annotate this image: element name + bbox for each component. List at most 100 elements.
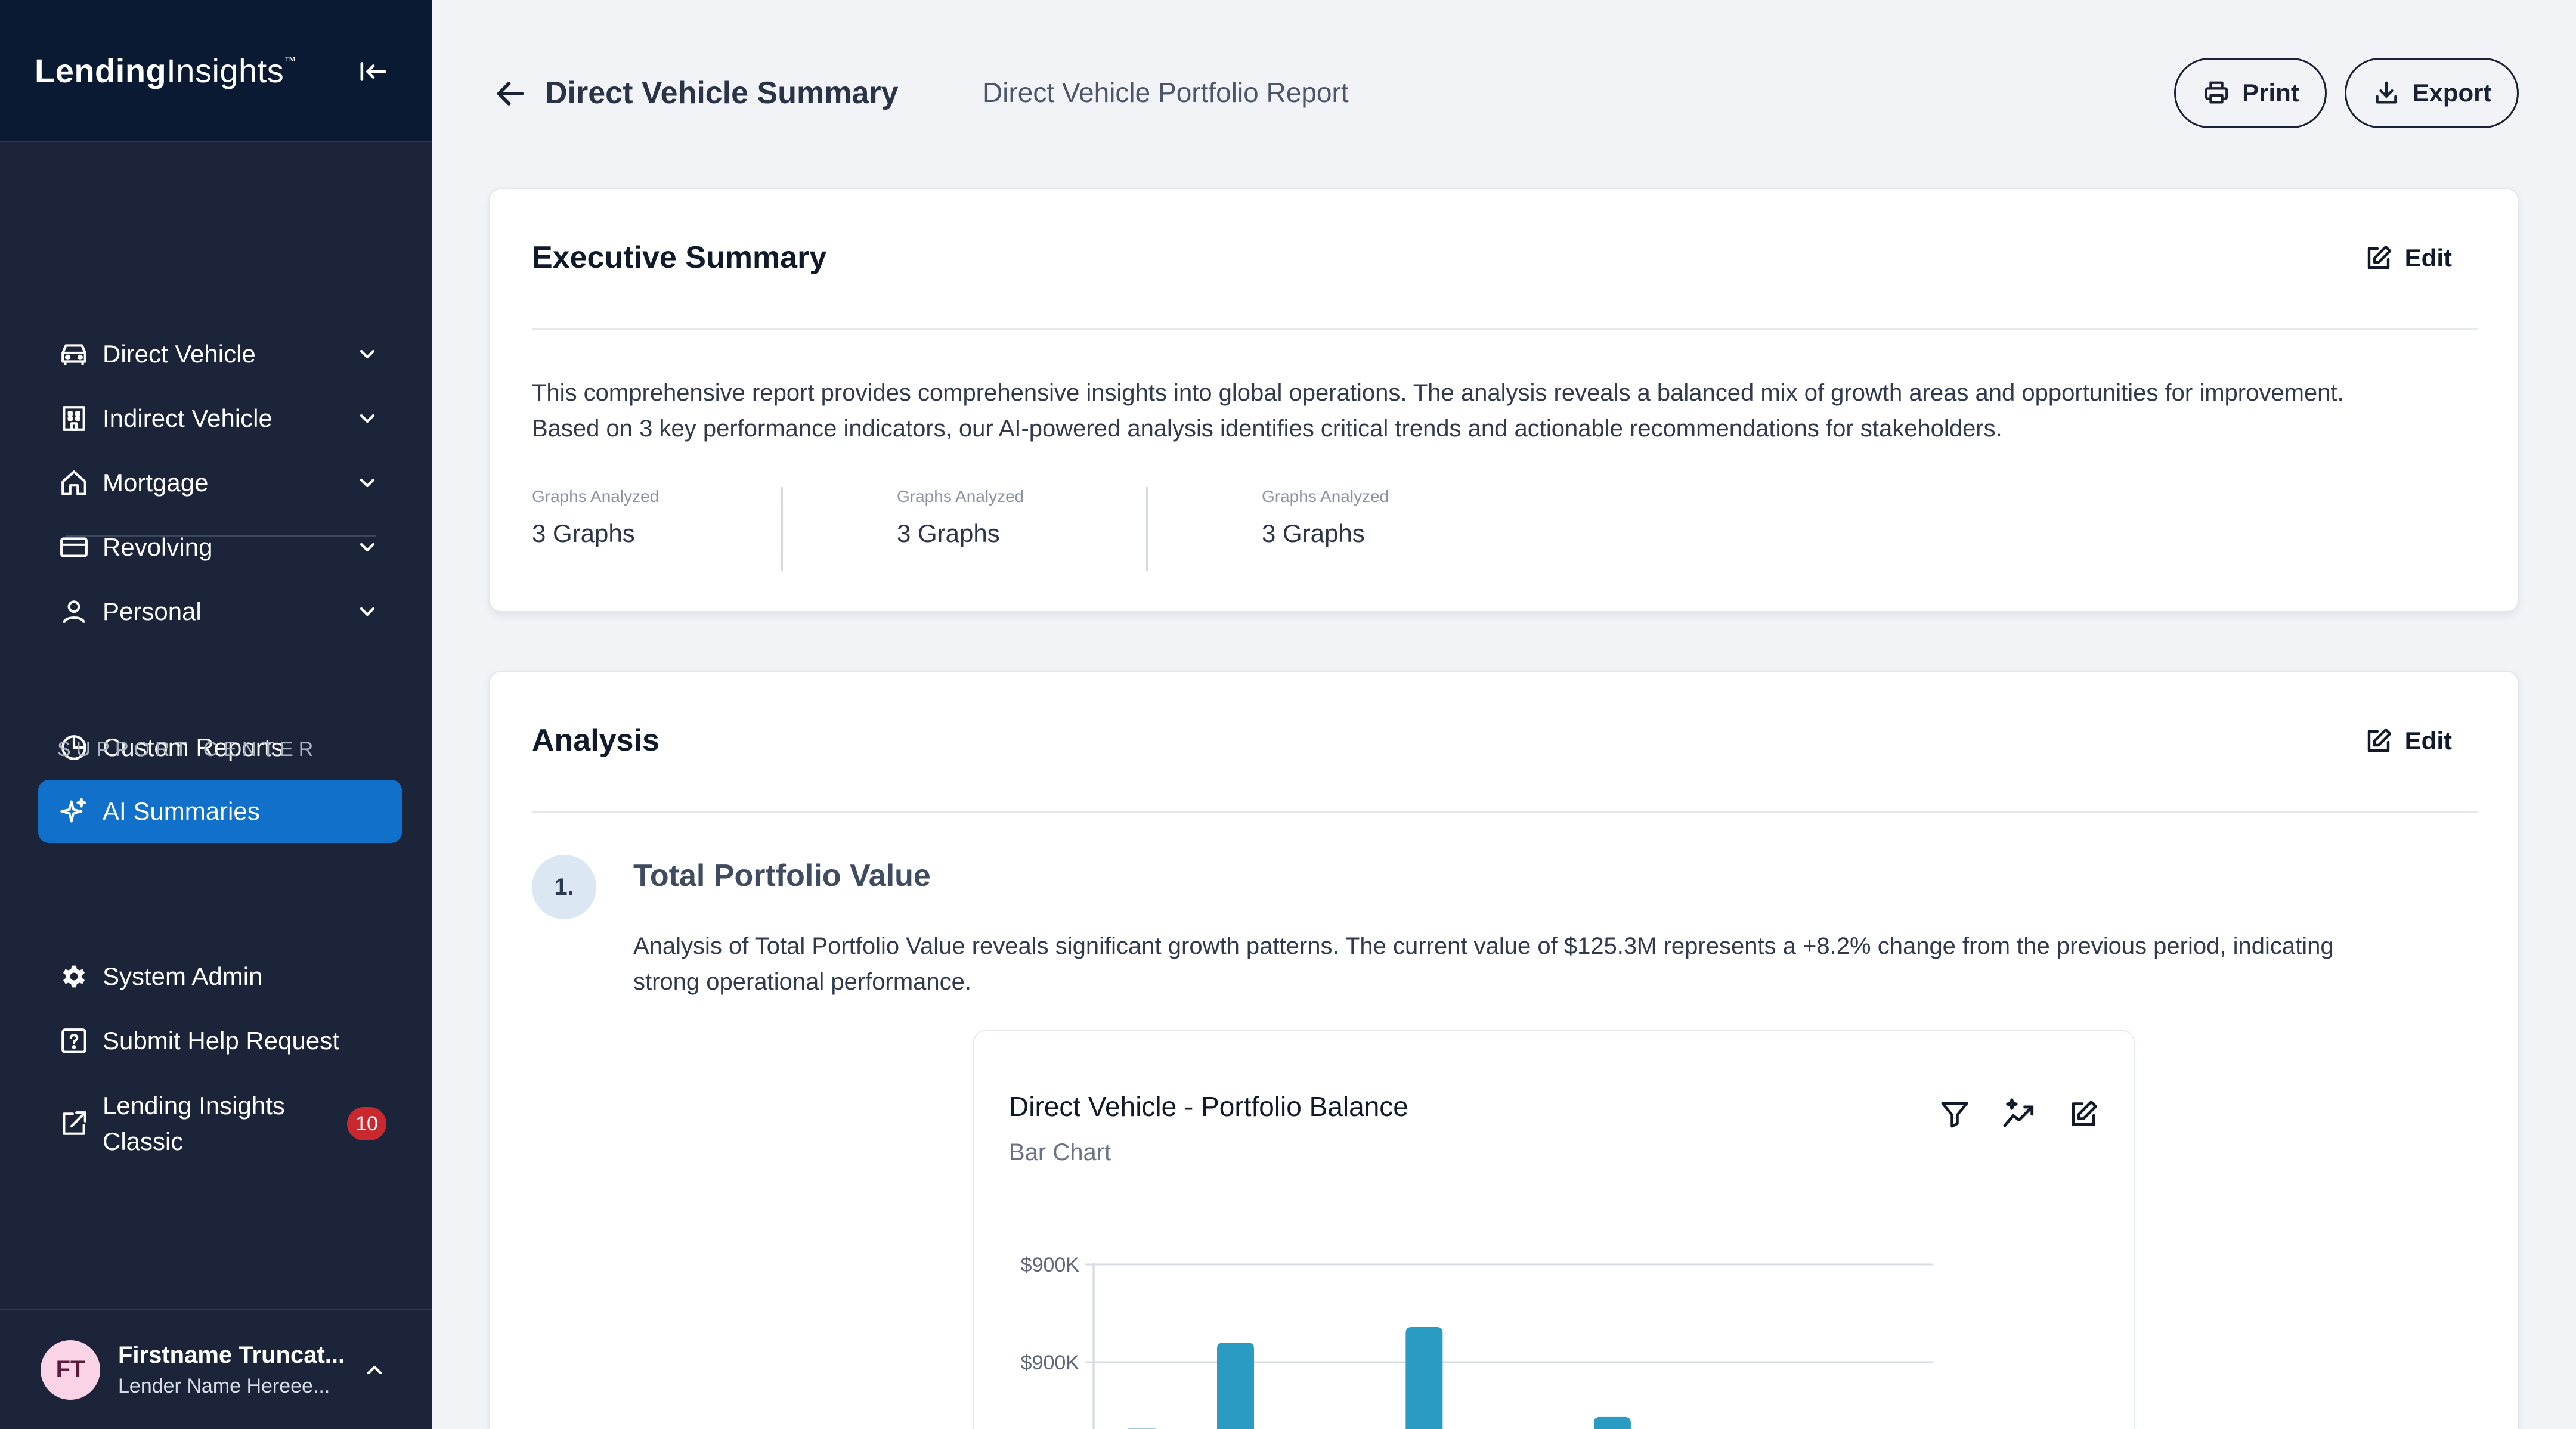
- help-icon: [57, 1024, 91, 1058]
- bar[interactable]: [1405, 1326, 1443, 1429]
- sidebar-item-label: Submit Help Request: [103, 1027, 339, 1055]
- home-icon: [57, 466, 91, 500]
- sidebar-item-label: System Admin: [103, 962, 263, 990]
- sidebar-item-label: Revolving: [103, 533, 213, 561]
- sidebar-item-custom-reports[interactable]: Custom Reports: [38, 716, 402, 779]
- sidebar-item-mortgage[interactable]: Mortgage: [38, 451, 402, 514]
- stat-label: Graphs Analyzed: [897, 487, 1024, 506]
- chevron-down-icon: [352, 596, 383, 627]
- edit-icon: [2363, 243, 2394, 274]
- print-button[interactable]: Print: [2174, 58, 2327, 128]
- stat-value: 3 Graphs: [897, 519, 1000, 547]
- summary-text-line1: This comprehensive report provides compr…: [532, 380, 2344, 406]
- chevron-down-icon: [352, 532, 383, 563]
- sidebar-item-label: Lending Insights Classic: [103, 1088, 285, 1160]
- external-link-icon: [57, 1107, 91, 1140]
- page-title: Direct Vehicle Summary: [545, 76, 899, 110]
- y-tick-label: $900K: [1021, 1351, 1080, 1374]
- avatar: FT: [41, 1340, 100, 1400]
- brand-name-regular: Insights: [166, 51, 284, 89]
- chart-title: Direct Vehicle - Portfolio Balance: [1009, 1091, 1408, 1122]
- edit-summary-button[interactable]: Edit: [2363, 237, 2452, 280]
- sidebar-item-label-line2: Classic: [103, 1127, 184, 1155]
- sidebar-item-lending-insights-classic[interactable]: Lending Insights Classic 10: [38, 1087, 402, 1161]
- section-text-line1: Analysis of Total Portfolio Value reveal…: [633, 933, 2334, 959]
- sidebar-item-label: Custom Reports: [103, 733, 284, 761]
- collapse-left-icon: [360, 62, 386, 81]
- building-icon: [57, 402, 91, 435]
- print-label: Print: [2242, 79, 2299, 107]
- sidebar-item-label: Direct Vehicle: [103, 340, 256, 368]
- export-label: Export: [2412, 79, 2492, 107]
- section-text: Analysis of Total Portfolio Value reveal…: [633, 928, 2482, 1000]
- arrow-left-icon: [497, 82, 524, 106]
- y-tick-label: $900K: [1021, 1254, 1080, 1276]
- sidebar: LendingInsights™ Direct Vehicle Indirect…: [0, 0, 432, 1429]
- section-number: 1.: [532, 855, 596, 919]
- sidebar-divider: [66, 535, 376, 537]
- section-heading: Total Portfolio Value: [633, 858, 931, 893]
- sidebar-item-label: AI Summaries: [103, 797, 260, 825]
- chart-card: Direct Vehicle - Portfolio Balance Bar C…: [973, 1030, 2135, 1429]
- summary-text: This comprehensive report provides compr…: [532, 375, 2482, 447]
- user-menu-toggle[interactable]: [359, 1354, 390, 1385]
- executive-summary-title: Executive Summary: [532, 240, 827, 275]
- sidebar-item-direct-vehicle[interactable]: Direct Vehicle: [38, 323, 402, 386]
- sidebar-item-label: Mortgage: [103, 469, 209, 497]
- stat-graphs-analyzed: Graphs Analyzed 3 Graphs: [897, 487, 1024, 571]
- user-lender: Lender Name Hereee...: [118, 1374, 330, 1397]
- analysis-card: Analysis Edit 1. Total Portfolio Value A…: [489, 671, 2519, 1429]
- sidebar-item-label: Indirect Vehicle: [103, 404, 273, 432]
- collapse-sidebar-button[interactable]: [357, 57, 390, 86]
- stat-label: Graphs Analyzed: [532, 487, 660, 506]
- sidebar-item-label: Personal: [103, 597, 202, 625]
- bar[interactable]: [1593, 1416, 1631, 1429]
- edit-analysis-button[interactable]: Edit: [2363, 720, 2452, 762]
- filter-icon: [1941, 1102, 1968, 1128]
- back-button[interactable]: [491, 75, 530, 113]
- sidebar-item-label-line1: Lending Insights: [103, 1092, 285, 1120]
- chevron-up-icon: [367, 1365, 382, 1375]
- stat-divider: [1146, 487, 1148, 571]
- stat-divider: [781, 487, 783, 571]
- bar-chart: $900K $900K: [1021, 1254, 1933, 1429]
- brand-trademark: ™: [284, 54, 296, 68]
- support-center-label: SUPPORT CENTER: [57, 738, 319, 761]
- user-text: Firstname Truncat... Lender Name Hereee.…: [118, 1342, 345, 1398]
- sidebar-item-submit-help-request[interactable]: Submit Help Request: [38, 1009, 402, 1072]
- printer-icon: [2202, 78, 2231, 108]
- sidebar-item-revolving[interactable]: Revolving: [38, 516, 402, 579]
- chart-ai-trend-button[interactable]: [2000, 1095, 2038, 1133]
- brand-name-bold: Lending: [35, 51, 167, 89]
- stat-graphs-analyzed: Graphs Analyzed 3 Graphs: [1262, 487, 1389, 571]
- edit-icon: [2072, 1101, 2097, 1126]
- sidebar-item-ai-summaries[interactable]: AI Summaries: [38, 780, 402, 843]
- sparkles-icon: [57, 795, 91, 828]
- card-divider: [532, 328, 2478, 330]
- sidebar-item-system-admin[interactable]: System Admin: [38, 945, 402, 1008]
- export-button[interactable]: Export: [2345, 58, 2519, 128]
- chart-type: Bar Chart: [1009, 1139, 1111, 1165]
- pie-chart-icon: [57, 731, 91, 764]
- chart-filter-button[interactable]: [1936, 1095, 1974, 1133]
- executive-summary-card: Executive Summary Edit This comprehensiv…: [489, 188, 2519, 612]
- sparkle-trend-icon: [2003, 1098, 2034, 1127]
- summary-text-line2: Based on 3 key performance indicators, o…: [532, 416, 2002, 442]
- edit-label: Edit: [2404, 727, 2452, 755]
- stat-value: 3 Graphs: [532, 519, 635, 547]
- download-icon: [2371, 78, 2401, 108]
- main-content: Direct Vehicle Summary Direct Vehicle Po…: [432, 0, 2576, 1429]
- sidebar-item-indirect-vehicle[interactable]: Indirect Vehicle: [38, 387, 402, 450]
- bar[interactable]: [1217, 1343, 1254, 1429]
- chevron-down-icon: [352, 403, 383, 434]
- gear-icon: [57, 960, 91, 993]
- car-icon: [57, 337, 91, 371]
- chart-edit-button[interactable]: [2064, 1095, 2103, 1133]
- chevron-down-icon: [352, 339, 383, 370]
- sidebar-item-personal[interactable]: Personal: [38, 580, 402, 643]
- user-profile[interactable]: FT Firstname Truncat... Lender Name Here…: [0, 1309, 432, 1429]
- card-divider: [532, 811, 2478, 813]
- brand-logo: LendingInsights™: [35, 51, 296, 90]
- stat-value: 3 Graphs: [1262, 519, 1365, 547]
- stat-graphs-analyzed: Graphs Analyzed 3 Graphs: [532, 487, 659, 571]
